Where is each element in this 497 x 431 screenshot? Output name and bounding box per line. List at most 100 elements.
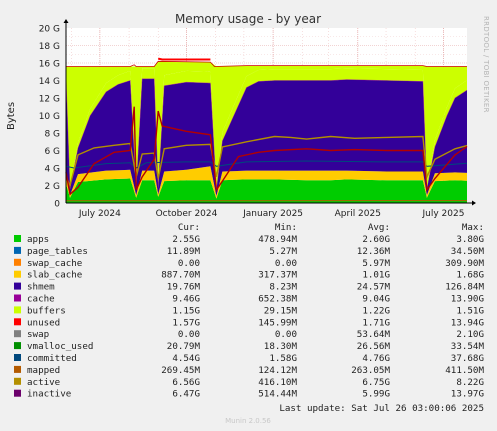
legend-max-mapped: 411.50M	[445, 365, 484, 376]
legend-swatch-apps	[14, 235, 21, 242]
y-tick-label: 16 G	[39, 60, 60, 70]
line-total	[66, 60, 467, 67]
legend-max-cache: 13.90G	[451, 294, 484, 305]
legend-cur-cache: 9.46G	[172, 294, 200, 305]
legend-max-inactive: 13.97G	[451, 389, 484, 400]
line-active	[65, 135, 468, 188]
legend-avg-page_tables: 12.36M	[357, 246, 391, 257]
y-tick-label: 10 G	[39, 112, 60, 122]
legend-swatch-committed	[14, 354, 21, 361]
legend-name-vmalloc_used: vmalloc_used	[27, 341, 93, 352]
y-tick-label: 6 G	[44, 147, 60, 157]
legend-cur-inactive: 6.47G	[172, 389, 200, 400]
munin-version: Munin 2.0.56	[225, 417, 271, 425]
legend-min-unused: 145.99M	[258, 317, 297, 328]
y-tick-label: 12 G	[39, 95, 60, 105]
area-cache	[66, 75, 467, 196]
legend-swatch-swap	[14, 330, 21, 338]
legend-avg-mapped: 263.05M	[351, 365, 390, 376]
y-tick-label: 20 G	[39, 25, 60, 35]
legend-name-committed: committed	[27, 353, 77, 364]
legend-cur-committed: 4.54G	[172, 353, 200, 364]
legend-cur-swap: 0.00	[178, 329, 200, 340]
x-axis-arrow	[472, 200, 476, 206]
legend-avg-cache: 9.04G	[362, 294, 390, 305]
legend-avg-swap: 53.64M	[357, 329, 391, 340]
legend-swatch-mapped	[14, 365, 21, 373]
legend-avg-active: 6.75G	[362, 377, 390, 388]
legend-name-active: active	[27, 377, 60, 388]
legend-name-swap_cache: swap_cache	[27, 258, 82, 269]
legend-cur-page_tables: 11.89M	[167, 246, 201, 257]
legend-max-vmalloc_used: 33.54M	[451, 341, 485, 352]
legend-avg-apps: 2.60G	[362, 234, 390, 245]
legend-cur-unused: 1.57G	[172, 317, 200, 328]
legend-cur-mapped: 269.45M	[161, 365, 200, 376]
legend-name-swap: swap	[27, 329, 49, 340]
legend-max-committed: 37.68G	[451, 353, 484, 364]
series-lines	[65, 57, 468, 202]
legend-name-buffers: buffers	[27, 305, 66, 316]
legend-min-cache: 652.38M	[258, 294, 297, 305]
legend-max-swap_cache: 309.90M	[445, 258, 484, 269]
legend-min-apps: 478.94M	[258, 234, 297, 245]
legend-cur-slab_cache: 887.70M	[161, 270, 200, 281]
legend-name-cache: cache	[27, 294, 55, 305]
legend-swatch-shmem	[14, 282, 21, 290]
legend-name-slab_cache: slab_cache	[27, 270, 82, 281]
legend-max-page_tables: 34.50M	[451, 246, 485, 257]
stacked-areas	[65, 61, 468, 203]
legend-min-swap: 0.00	[275, 329, 297, 340]
legend-name-mapped: mapped	[27, 365, 60, 376]
legend-swatch-cache	[14, 294, 21, 302]
legend-header-cur: Cur:	[178, 222, 200, 233]
legend-swatch-slab_cache	[14, 270, 21, 278]
legend-avg-inactive: 5.99G	[362, 389, 390, 400]
legend-avg-vmalloc_used: 26.56M	[357, 341, 391, 352]
legend-header-min: Min:	[275, 222, 297, 233]
legend-min-slab_cache: 317.37M	[258, 270, 297, 281]
legend-min-committed: 1.58G	[269, 353, 297, 364]
legend-max-unused: 13.94G	[451, 317, 484, 328]
y-tick-label: 4 G	[44, 165, 60, 175]
legend-cur-vmalloc_used: 20.79M	[167, 341, 201, 352]
legend-max-slab_cache: 1.68G	[456, 270, 484, 281]
legend-max-buffers: 1.51G	[456, 305, 484, 316]
legend-header-max: Max:	[462, 222, 484, 233]
legend-swatch-swap_cache	[14, 258, 21, 266]
area-slab_cache	[66, 166, 467, 199]
legend-min-swap_cache: 0.00	[275, 258, 297, 269]
y-axis-label: Bytes	[6, 102, 17, 130]
legend-name-unused: unused	[27, 317, 60, 328]
last-update: Last update: Sat Jul 26 03:00:06 2025	[279, 403, 484, 414]
legend-max-apps: 3.80G	[456, 234, 484, 245]
x-tick-label: October 2024	[156, 209, 218, 219]
y-tick-label: 8 G	[44, 130, 60, 140]
axes	[63, 19, 476, 206]
legend-min-mapped: 124.12M	[258, 365, 297, 376]
y-tick-label: 14 G	[39, 77, 60, 87]
legend-swatch-active	[14, 377, 21, 385]
area-apps	[66, 178, 467, 203]
legend-avg-swap_cache: 5.97M	[362, 258, 390, 269]
legend-cur-apps: 2.55G	[172, 234, 200, 245]
legend-avg-committed: 4.76G	[362, 353, 390, 364]
legend-swatch-inactive	[14, 389, 21, 397]
x-tick-label: April 2025	[335, 209, 381, 219]
x-tick-label: July 2024	[78, 209, 121, 219]
line-unused-spike	[157, 57, 211, 61]
legend-name-shmem: shmem	[27, 282, 55, 293]
legend-min-active: 416.10M	[258, 377, 297, 388]
line-inactive	[65, 106, 468, 196]
legend-name-inactive: inactive	[27, 389, 71, 400]
legend-max-swap: 2.10G	[456, 329, 484, 340]
x-tick-label: January 2025	[242, 209, 303, 219]
legend-cur-buffers: 1.15G	[172, 305, 200, 316]
legend-min-buffers: 29.15M	[264, 305, 298, 316]
legend-min-page_tables: 5.27M	[269, 246, 297, 257]
legend-max-shmem: 126.84M	[445, 282, 484, 293]
legend-table: Cur: Min: Avg: Max: apps 2.55G 478.94M 2.60G 3.8…	[14, 222, 484, 400]
chart-title: Memory usage - by year	[175, 12, 321, 26]
legend-name-page_tables: page_tables	[27, 246, 88, 257]
